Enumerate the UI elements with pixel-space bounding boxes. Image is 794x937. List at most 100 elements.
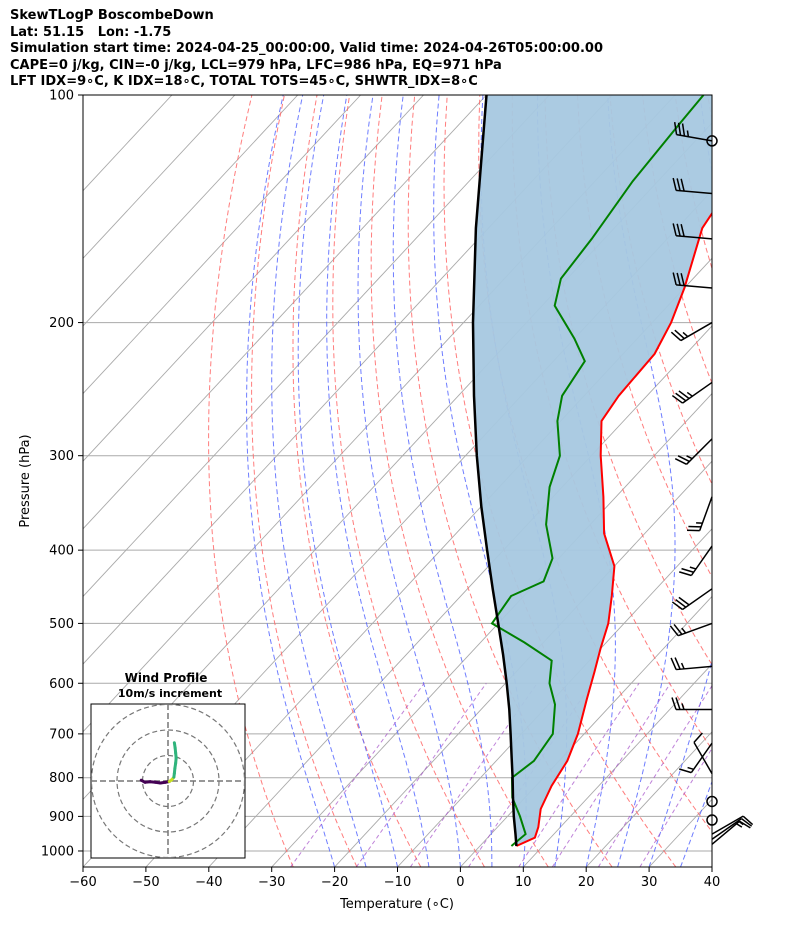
- wind-barb-flag: [671, 394, 683, 404]
- y-tick-label: 300: [49, 449, 74, 464]
- wind-barb-flag: [679, 571, 692, 577]
- isotherm-line: [711, 866, 712, 867]
- moist-adiabat-line: [271, 95, 367, 867]
- mixing-ratio-line: [597, 684, 712, 867]
- wind-barb-flag: [674, 657, 681, 670]
- chart-title: SkewTLogP BoscombeDown: [10, 8, 214, 23]
- wind-barb-flag: [742, 815, 754, 826]
- wind-barb-flag: [739, 820, 751, 829]
- isotherm-line: [775, 95, 794, 867]
- wind-barb: [680, 321, 713, 342]
- dry-adiabat-line: [478, 95, 712, 833]
- dry-adiabat-line: [407, 95, 613, 867]
- wind-barb-half-flag: [681, 703, 685, 710]
- moist-adiabat-line: [607, 95, 676, 867]
- wind-barb: [711, 815, 744, 835]
- wind-barb-flag: [681, 123, 686, 137]
- isotherm-line: [83, 95, 550, 598]
- dry-adiabat-line: [292, 95, 422, 867]
- y-tick-label: 800: [49, 771, 74, 786]
- dry-adiabat-line: [251, 95, 358, 867]
- moist-adiabat-line: [392, 95, 493, 867]
- dry-adiabat-line: [740, 95, 794, 867]
- wind-barb: [677, 622, 713, 637]
- wind-barb-flag: [675, 599, 687, 608]
- wind-barbs: [669, 122, 754, 845]
- calm-wind-circle: [706, 814, 718, 826]
- wind-barb-flag: [671, 601, 683, 611]
- wind-barb-flag: [673, 623, 683, 635]
- wind-barb: [682, 588, 713, 611]
- wind-barb-flag: [673, 122, 678, 135]
- moist-adiabat-line: [297, 95, 398, 867]
- wind-barb-flag: [671, 697, 677, 710]
- data-lines: [471, 95, 712, 847]
- wind-profile-title: Wind Profile: [125, 671, 208, 685]
- isotherm-line: [585, 731, 712, 867]
- mixing-ratio-line: [355, 683, 487, 867]
- wind-barb-half-flag: [687, 766, 694, 771]
- wind-barb: [686, 438, 713, 465]
- isotherm-line: [83, 95, 299, 327]
- wind-profile-plot: [91, 704, 245, 858]
- wind-barb-half-flag: [686, 391, 693, 397]
- isotherm-line: [83, 95, 487, 530]
- wind-barb: [676, 235, 713, 240]
- wind-barb: [676, 665, 713, 671]
- mixing-ratio-line: [468, 683, 593, 867]
- wind-barb: [676, 284, 713, 289]
- wind-barb: [711, 818, 742, 840]
- wind-barb-flag: [670, 657, 677, 670]
- mixing-ratio-line: [639, 747, 712, 867]
- wind-barb-flag: [669, 625, 679, 637]
- wind-profile-segment: [172, 741, 177, 750]
- chart-header: SkewTLogP BoscombeDown Lat: 51.15 Lon: -…: [10, 8, 780, 91]
- moist-adiabat-line: [711, 865, 712, 867]
- moist-adiabat-line: [357, 95, 461, 867]
- location-line: Lat: 51.15 Lon: -1.75: [10, 24, 172, 40]
- wind-barb-flag: [678, 596, 690, 606]
- wind-barb-flag: [675, 392, 687, 402]
- isotherm-line: [83, 95, 236, 259]
- moist-adiabat-line: [648, 95, 712, 867]
- wind-barb-flag: [677, 122, 682, 136]
- wind-barb-flag: [693, 732, 703, 743]
- isotherm-line: [271, 392, 712, 867]
- wind-barb-flag: [672, 272, 677, 286]
- wind-barb-flag: [672, 177, 677, 191]
- y-tick-label: 400: [49, 544, 74, 559]
- y-tick-label: 1000: [41, 844, 74, 859]
- x-tick-label: −50: [132, 875, 159, 890]
- isotherm-line: [522, 663, 712, 867]
- wind-barb-flag: [680, 178, 685, 192]
- temperature-profile-line: [515, 211, 712, 847]
- x-tick-label: −60: [69, 875, 96, 890]
- calm-wind-circle: [706, 135, 718, 147]
- x-axis-label: Temperature (∘C): [339, 897, 454, 912]
- wind-barb-flag: [677, 455, 690, 463]
- mixing-ratio-line: [518, 683, 640, 867]
- wind-barb-half-flag: [686, 130, 690, 137]
- y-tick-label: 200: [49, 316, 74, 331]
- wind-barb: [676, 189, 713, 195]
- isotherm-line: [83, 95, 424, 462]
- x-tick-label: 0: [456, 875, 464, 890]
- wind-barb-flag: [674, 457, 687, 465]
- wind-barb: [682, 381, 713, 404]
- wind-barb: [698, 496, 713, 531]
- cin-cape-area: [473, 95, 712, 846]
- y-tick-label: 700: [49, 727, 74, 742]
- moist-adiabat-line: [326, 95, 430, 867]
- wind-barb: [690, 545, 713, 576]
- x-tick-label: −20: [321, 875, 348, 890]
- y-axis-label: Pressure (hPa): [18, 434, 33, 527]
- wind-barb: [693, 742, 713, 774]
- stability-line: CAPE=0 j/kg, CIN=-0 j/kg, LCL=979 hPa, L…: [10, 57, 502, 73]
- x-tick-label: 30: [641, 875, 658, 890]
- dewpoint-profile-line: [490, 95, 705, 847]
- x-tick-label: −10: [384, 875, 411, 890]
- wind-barb-flag: [675, 697, 681, 710]
- mixing-ratio-line: [290, 683, 425, 867]
- time-line: Simulation start time: 2024-04-25_00:00:…: [10, 41, 603, 56]
